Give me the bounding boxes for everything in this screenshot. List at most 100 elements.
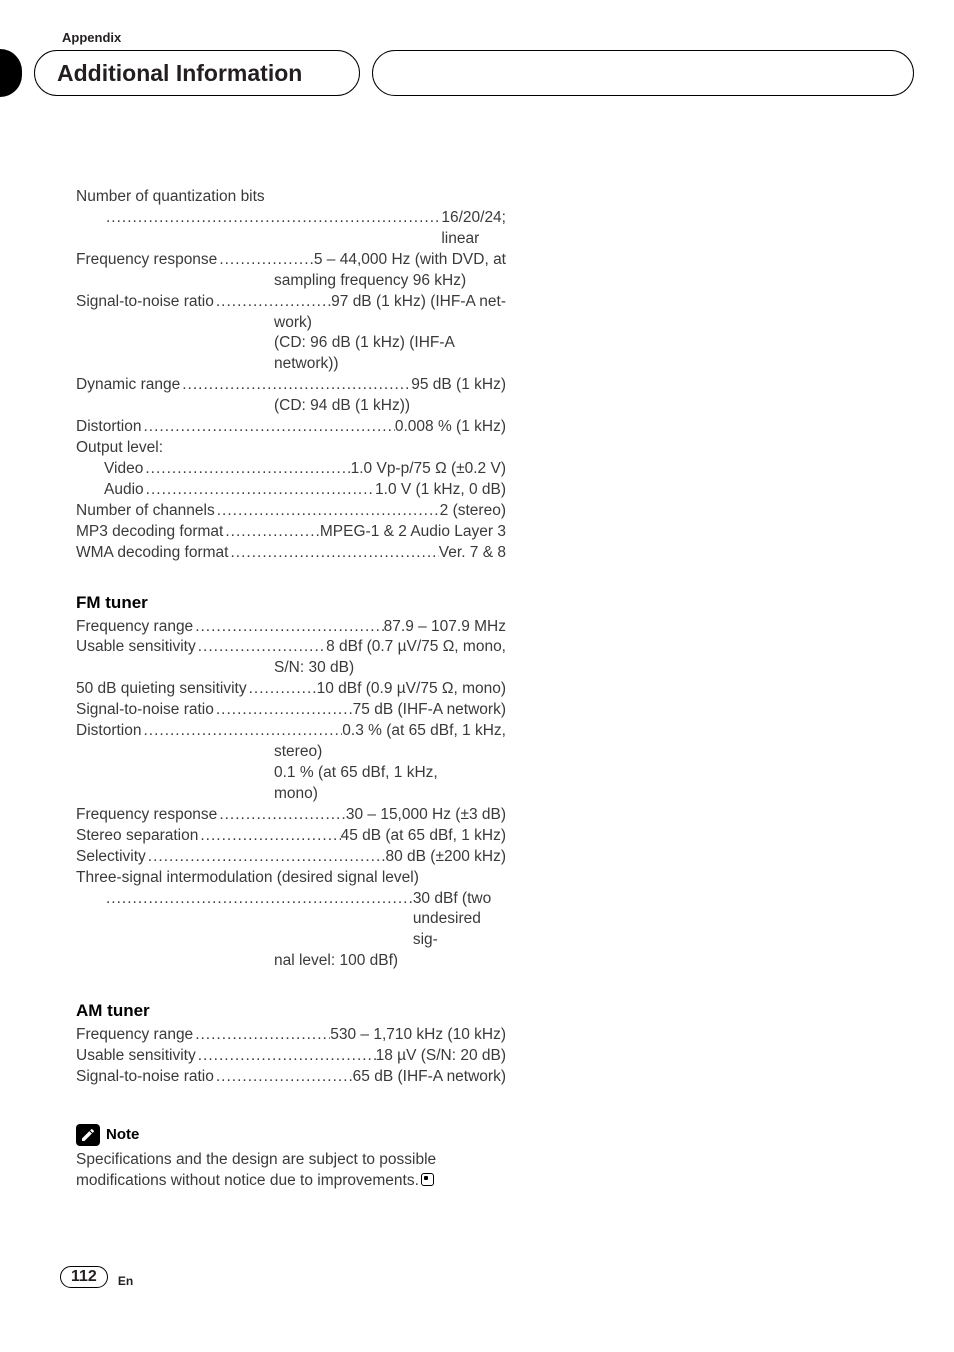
- leader-dots: [196, 637, 326, 658]
- spec-value: 5 – 44,000 Hz (with DVD, at: [314, 250, 506, 271]
- spec-continuation: mono): [274, 784, 506, 805]
- spec-row: Frequency range 530 – 1,710 kHz (10 kHz): [76, 1025, 506, 1046]
- spec-row: Signal-to-noise ratio 97 dB (1 kHz) (IHF…: [76, 292, 506, 313]
- spec-label: Dynamic range: [76, 375, 180, 396]
- spec-label: Selectivity: [76, 847, 146, 868]
- spec-value: 30 dBf (two undesired sig-: [413, 889, 506, 952]
- section-title-pill: Additional Information: [34, 50, 360, 96]
- spec-value: 2 (stereo): [440, 501, 506, 522]
- spec-label: 50 dB quieting sensitivity: [76, 679, 247, 700]
- spec-row: Three-signal intermodulation (desired si…: [76, 868, 506, 889]
- end-of-section-icon: [421, 1173, 434, 1186]
- spec-continuation: 0.1 % (at 65 dBf, 1 kHz,: [274, 763, 506, 784]
- page-number: 112: [60, 1266, 108, 1288]
- note-title: Note: [106, 1125, 139, 1145]
- spec-label: Usable sensitivity: [76, 637, 196, 658]
- header-pill-decor: [372, 50, 914, 96]
- spec-row: 50 dB quieting sensitivity 10 dBf (0.9 µ…: [76, 679, 506, 700]
- leader-dots: [143, 459, 350, 480]
- leader-dots: [214, 700, 353, 721]
- spec-label: Stereo separation: [76, 826, 198, 847]
- note-heading: Note: [76, 1124, 506, 1146]
- spec-label: MP3 decoding format: [76, 522, 223, 543]
- spec-row: 30 dBf (two undesired sig-: [104, 889, 506, 952]
- leader-dots: [141, 417, 394, 438]
- page-footer: 112 En: [60, 1266, 133, 1288]
- leader-dots: [141, 721, 342, 742]
- page: Appendix Additional Information Number o…: [0, 0, 954, 1352]
- spec-label: Signal-to-noise ratio: [76, 1067, 214, 1088]
- spec-label: Audio: [104, 480, 144, 501]
- spec-value: 16/20/24; linear: [441, 208, 506, 250]
- section-heading-fm: FM tuner: [76, 592, 506, 615]
- spec-label: Frequency response: [76, 805, 217, 826]
- spec-continuation: network)): [274, 354, 506, 375]
- spec-label: Frequency response: [76, 250, 217, 271]
- spec-row: Usable sensitivity 18 µV (S/N: 20 dB): [76, 1046, 506, 1067]
- leader-dots: [214, 292, 331, 313]
- spec-row: Number of channels 2 (stereo): [76, 501, 506, 522]
- leader-dots: [223, 522, 320, 543]
- spec-continuation: (CD: 96 dB (1 kHz) (IHF-A: [274, 333, 506, 354]
- spec-continuation: nal level: 100 dBf): [274, 951, 506, 972]
- spec-label: Video: [104, 459, 143, 480]
- leader-dots: [214, 1067, 353, 1088]
- spec-row: Video 1.0 Vp-p/75 Ω (±0.2 V): [104, 459, 506, 480]
- spec-row: Stereo separation 45 dB (at 65 dBf, 1 kH…: [76, 826, 506, 847]
- spec-value: 87.9 – 107.9 MHz: [384, 617, 506, 638]
- running-head: Appendix: [62, 30, 914, 45]
- leader-dots: [104, 889, 413, 952]
- spec-value: 10 dBf (0.9 µV/75 Ω, mono): [317, 679, 506, 700]
- spec-row: Signal-to-noise ratio 75 dB (IHF-A netwo…: [76, 700, 506, 721]
- spec-row: Signal-to-noise ratio 65 dB (IHF-A netwo…: [76, 1067, 506, 1088]
- spec-row: Audio 1.0 V (1 kHz, 0 dB): [104, 480, 506, 501]
- spec-label: Frequency range: [76, 617, 193, 638]
- spec-content: Number of quantization bits 16/20/24; li…: [76, 187, 506, 1192]
- spec-continuation: (CD: 94 dB (1 kHz)): [274, 396, 506, 417]
- spec-row: Usable sensitivity 8 dBf (0.7 µV/75 Ω, m…: [76, 637, 506, 658]
- spec-value: 97 dB (1 kHz) (IHF-A net-: [331, 292, 506, 313]
- spec-row: Frequency response 30 – 15,000 Hz (±3 dB…: [76, 805, 506, 826]
- leader-dots: [217, 250, 314, 271]
- leader-dots: [215, 501, 440, 522]
- spec-label: WMA decoding format: [76, 543, 228, 564]
- leader-dots: [247, 679, 317, 700]
- spec-row: WMA decoding format Ver. 7 & 8: [76, 543, 506, 564]
- spec-value: 1.0 V (1 kHz, 0 dB): [375, 480, 506, 501]
- spec-row: Number of quantization bits: [76, 187, 506, 208]
- spec-value: 0.008 % (1 kHz): [395, 417, 506, 438]
- spec-row: MP3 decoding format MPEG-1 & 2 Audio Lay…: [76, 522, 506, 543]
- leader-dots: [228, 543, 438, 564]
- spec-value: 1.0 Vp-p/75 Ω (±0.2 V): [351, 459, 506, 480]
- spec-value: 18 µV (S/N: 20 dB): [376, 1046, 506, 1067]
- spec-row: Output level:: [76, 438, 506, 459]
- spec-row: Dynamic range 95 dB (1 kHz): [76, 375, 506, 396]
- spec-value: 45 dB (at 65 dBf, 1 kHz): [341, 826, 506, 847]
- language-label: En: [118, 1274, 133, 1288]
- leader-dots: [104, 208, 441, 250]
- spec-continuation: sampling frequency 96 kHz): [274, 271, 506, 292]
- spec-row: Distortion 0.008 % (1 kHz): [76, 417, 506, 438]
- spec-label: Frequency range: [76, 1025, 193, 1046]
- leader-dots: [217, 805, 346, 826]
- section-tab: [0, 49, 22, 97]
- spec-value: 30 – 15,000 Hz (±3 dB): [346, 805, 506, 826]
- spec-value: 8 dBf (0.7 µV/75 Ω, mono,: [326, 637, 506, 658]
- section-heading-am: AM tuner: [76, 1000, 506, 1023]
- spec-row: Frequency response 5 – 44,000 Hz (with D…: [76, 250, 506, 271]
- leader-dots: [146, 847, 386, 868]
- pencil-icon: [76, 1124, 100, 1146]
- spec-continuation: stereo): [274, 742, 506, 763]
- spec-continuation: work): [274, 313, 506, 334]
- spec-label: Distortion: [76, 417, 141, 438]
- spec-value: 530 – 1,710 kHz (10 kHz): [330, 1025, 506, 1046]
- leader-dots: [193, 617, 383, 638]
- leader-dots: [196, 1046, 376, 1067]
- note-body: Specifications and the design are subjec…: [76, 1150, 506, 1192]
- leader-dots: [144, 480, 375, 501]
- spec-value: 0.3 % (at 65 dBf, 1 kHz,: [342, 721, 506, 742]
- spec-label: Signal-to-noise ratio: [76, 700, 214, 721]
- spec-row: Selectivity 80 dB (±200 kHz): [76, 847, 506, 868]
- spec-row: 16/20/24; linear: [104, 208, 506, 250]
- spec-value: 75 dB (IHF-A network): [353, 700, 506, 721]
